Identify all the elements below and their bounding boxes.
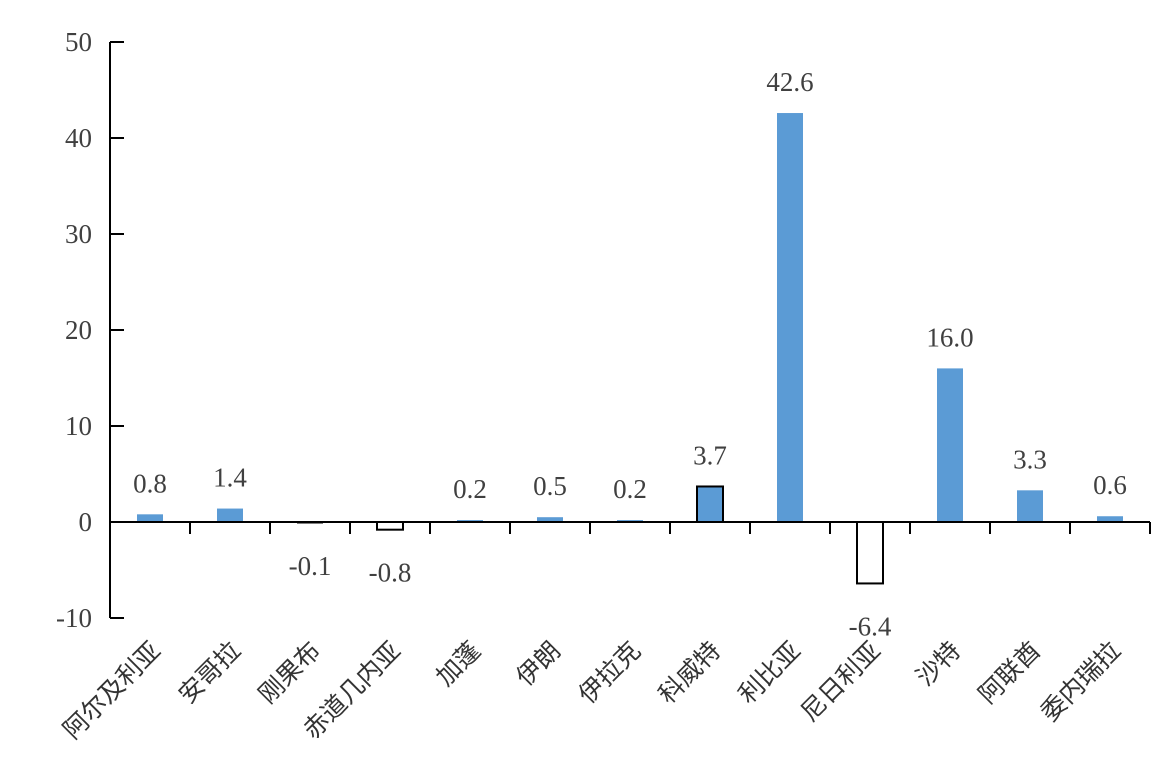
- category-label: 尼日利亚: [795, 636, 886, 727]
- data-label: 0.2: [453, 474, 487, 504]
- axes-group: [109, 41, 1151, 619]
- category-label: 阿尔及利亚: [57, 636, 166, 745]
- category-label: 刚果布: [253, 636, 327, 710]
- bar-伊朗: [537, 517, 563, 522]
- data-label: -0.8: [369, 558, 412, 588]
- bar-委内瑞拉: [1097, 516, 1123, 522]
- category-label: 委内瑞拉: [1035, 636, 1126, 727]
- y-tick-label: 40: [65, 123, 92, 153]
- bar-利比亚: [777, 113, 803, 522]
- bar-阿联酋: [1017, 490, 1043, 522]
- y-tick-label: 30: [65, 219, 92, 249]
- category-label: 利比亚: [733, 636, 807, 710]
- data-label: -0.1: [289, 551, 332, 581]
- data-label: -6.4: [849, 611, 892, 641]
- y-tick-label: 50: [65, 27, 92, 57]
- bars-group: [137, 113, 1123, 585]
- y-tick-label: 0: [79, 507, 93, 537]
- bar-阿尔及利亚: [137, 514, 163, 522]
- category-label: 阿联酋: [973, 636, 1047, 710]
- data-label: 1.4: [213, 463, 247, 493]
- y-tick-label: -10: [56, 603, 92, 633]
- data-label: 0.8: [133, 468, 167, 498]
- bar-沙特: [937, 368, 963, 522]
- y-tick-label: 10: [65, 411, 92, 441]
- data-label: 0.6: [1093, 470, 1127, 500]
- bar-赤道几内亚: [376, 521, 404, 531]
- data-label: 3.7: [693, 440, 727, 470]
- category-label: 伊拉克: [573, 636, 647, 710]
- category-label: 加蓬: [430, 636, 486, 692]
- data-label: 0.5: [533, 471, 567, 501]
- y-tick-label: 20: [65, 315, 92, 345]
- category-label: 安哥拉: [173, 636, 247, 710]
- data-label: 3.3: [1013, 444, 1047, 474]
- data-label: 16.0: [926, 322, 973, 352]
- category-label: 科威特: [653, 636, 727, 710]
- data-label: 0.2: [613, 474, 647, 504]
- category-label: 伊朗: [510, 636, 566, 692]
- bar-尼日利亚: [856, 521, 884, 585]
- labels-group: 0.8阿尔及利亚1.4安哥拉-0.1刚果布-0.8赤道几内亚0.2加蓬0.5伊朗…: [56, 27, 1127, 745]
- bar-科威特: [696, 485, 724, 524]
- data-label: 42.6: [766, 67, 813, 97]
- category-label: 沙特: [910, 636, 966, 692]
- bar-安哥拉: [217, 508, 243, 522]
